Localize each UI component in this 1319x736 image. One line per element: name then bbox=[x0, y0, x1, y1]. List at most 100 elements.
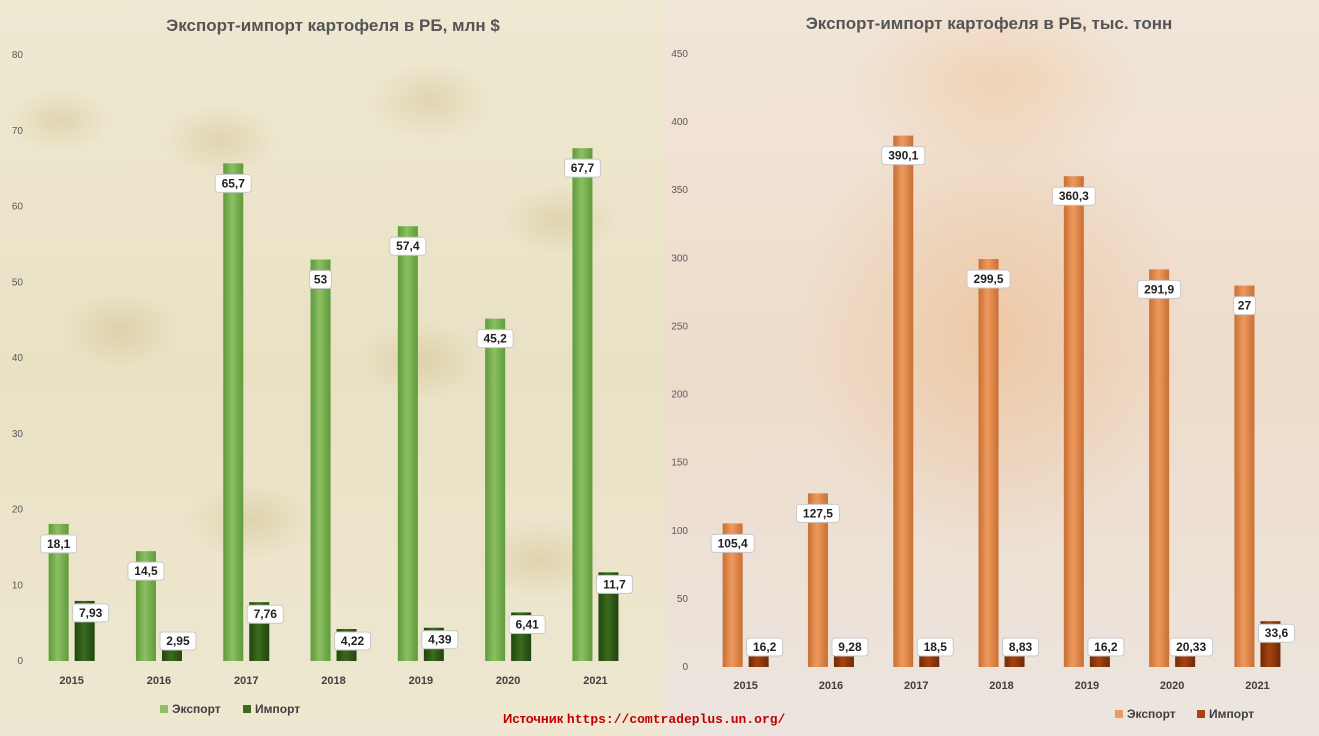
legend-label: Экспорт bbox=[172, 702, 221, 716]
data-label-text: 4,39 bbox=[428, 633, 452, 647]
data-label-text: 33,6 bbox=[1265, 626, 1289, 640]
export-data-label: 14,5 bbox=[127, 561, 165, 581]
y-tick-label: 20 bbox=[12, 505, 24, 516]
data-label-text: 8,83 bbox=[1009, 640, 1033, 654]
data-label-text: 127,5 bbox=[803, 506, 833, 520]
legend-swatch bbox=[1115, 710, 1123, 718]
import-data-label: 9,28 bbox=[831, 637, 869, 657]
source-url[interactable]: https://comtradeplus.un.org/ bbox=[566, 712, 786, 727]
x-category-label: 2020 bbox=[496, 675, 520, 687]
data-label-box bbox=[1137, 279, 1182, 299]
data-label-text: 7,93 bbox=[79, 606, 103, 620]
export-bar bbox=[48, 523, 69, 661]
data-label-box bbox=[1169, 637, 1214, 657]
export-data-label: 127,5 bbox=[795, 503, 840, 523]
y-tick-label: 10 bbox=[12, 580, 24, 591]
data-label-box bbox=[72, 603, 110, 623]
export-data-label: 65,7 bbox=[214, 173, 252, 193]
data-label-box bbox=[40, 534, 78, 554]
data-label-text: 2,95 bbox=[166, 634, 190, 648]
y-tick-label: 60 bbox=[12, 202, 24, 213]
x-category-label: 2020 bbox=[1160, 680, 1184, 692]
legend-label: Импорт bbox=[255, 702, 300, 716]
export-bar bbox=[722, 523, 743, 667]
data-label-text: 360,3 bbox=[1059, 189, 1089, 203]
legend-label: Экспорт bbox=[1127, 707, 1176, 721]
x-category-label: 2016 bbox=[147, 675, 171, 687]
data-label-text: 9,28 bbox=[838, 640, 862, 654]
legend-item-import: Импорт bbox=[1197, 707, 1254, 721]
data-label-text: 11,7 bbox=[603, 577, 626, 591]
source-prefix: Источник bbox=[503, 711, 564, 726]
y-tick-label: 0 bbox=[17, 656, 23, 667]
data-label-box bbox=[1257, 623, 1295, 643]
data-label-box bbox=[881, 146, 926, 166]
data-label-text: 16,2 bbox=[1094, 640, 1118, 654]
data-label-text: 7,76 bbox=[254, 607, 278, 621]
y-tick-label: 80 bbox=[12, 50, 24, 61]
x-category-label: 2021 bbox=[1245, 680, 1269, 692]
data-label-box bbox=[334, 631, 372, 651]
y-tick-label: 250 bbox=[671, 321, 688, 332]
data-label-text: 57,4 bbox=[396, 239, 420, 253]
data-label-box bbox=[1051, 186, 1096, 206]
data-label-text: 27 bbox=[1238, 299, 1252, 313]
export-data-label: 53 bbox=[309, 270, 333, 290]
y-tick-label: 50 bbox=[12, 277, 24, 288]
export-bar bbox=[1149, 269, 1170, 667]
data-label-box bbox=[246, 604, 284, 624]
import-data-label: 6,41 bbox=[508, 614, 546, 634]
legend-item-import: Импорт bbox=[243, 702, 300, 716]
data-label-text: 45,2 bbox=[483, 332, 507, 346]
import-data-label: 4,22 bbox=[334, 631, 372, 651]
import-data-label: 16,2 bbox=[1087, 637, 1125, 657]
data-label-box bbox=[214, 173, 252, 193]
y-tick-label: 450 bbox=[671, 49, 688, 60]
export-bar bbox=[893, 135, 914, 667]
data-label-box bbox=[1002, 637, 1040, 657]
y-tick-label: 30 bbox=[12, 429, 24, 440]
export-bar bbox=[978, 259, 999, 667]
data-label-text: 67,7 bbox=[571, 161, 595, 175]
data-label-box bbox=[159, 631, 197, 651]
export-data-label: 291,9 bbox=[1137, 279, 1182, 299]
export-data-label: 45,2 bbox=[476, 329, 514, 349]
data-label-box bbox=[746, 637, 784, 657]
data-label-box bbox=[966, 269, 1011, 289]
data-label-box bbox=[476, 329, 514, 349]
export-data-label: 57,4 bbox=[389, 236, 427, 256]
chart-panel-value: Экспорт-импорт картофеля в РБ, млн $ 0 10 2… bbox=[0, 0, 665, 736]
y-tick-label: 150 bbox=[671, 458, 688, 469]
data-label-box bbox=[795, 503, 840, 523]
export-bar bbox=[223, 163, 244, 661]
x-category-label: 2017 bbox=[904, 680, 928, 692]
legend-label: Импорт bbox=[1209, 707, 1254, 721]
import-bar bbox=[598, 572, 619, 661]
import-data-label: 2,95 bbox=[159, 631, 197, 651]
data-label-box bbox=[916, 637, 954, 657]
export-data-label: 299,5 bbox=[966, 269, 1011, 289]
x-category-label: 2021 bbox=[583, 675, 607, 687]
legend-item-export: Экспорт bbox=[1115, 707, 1176, 721]
data-label-text: 14,5 bbox=[134, 564, 158, 578]
x-category-label: 2019 bbox=[1075, 680, 1099, 692]
data-label-text: 291,9 bbox=[1144, 282, 1174, 296]
x-category-label: 2017 bbox=[234, 675, 258, 687]
data-label-box bbox=[1232, 296, 1256, 316]
import-data-label: 33,6 bbox=[1257, 623, 1295, 643]
export-data-label: 105,4 bbox=[710, 533, 755, 553]
x-category-label: 2019 bbox=[409, 675, 433, 687]
import-data-label: 11,7 bbox=[595, 574, 633, 594]
export-bar bbox=[1063, 176, 1084, 667]
import-data-label: 16,2 bbox=[746, 637, 784, 657]
x-category-label: 2018 bbox=[321, 675, 345, 687]
chart-volume-tonnes: Экспорт-импорт картофеля в РБ, тыс. тонн… bbox=[671, 14, 1295, 721]
x-category-label: 2016 bbox=[819, 680, 843, 692]
import-data-label: 7,76 bbox=[246, 604, 284, 624]
import-bar bbox=[833, 654, 854, 667]
data-label-box bbox=[563, 158, 601, 178]
data-label-text: 18,1 bbox=[47, 537, 71, 551]
data-label-box bbox=[389, 236, 427, 256]
export-data-label: 18,1 bbox=[40, 534, 78, 554]
export-bar bbox=[1234, 285, 1255, 667]
